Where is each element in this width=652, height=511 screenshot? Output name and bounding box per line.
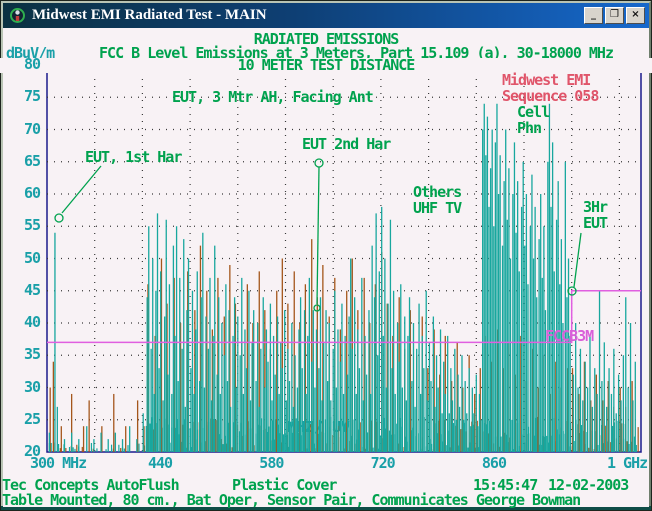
y-tick-25: 25 [23, 409, 41, 428]
y-tick-35: 35 [23, 345, 41, 364]
y-tick-55: 55 [23, 216, 41, 235]
status-date: 12-02-2003 [548, 476, 629, 494]
annotation-eut-3hr: EUT [583, 214, 608, 232]
status-cover: Plastic Cover [232, 476, 337, 494]
callout-marker [314, 158, 324, 168]
x-tick-1000: 1 GHz [607, 454, 648, 472]
y-tick-45: 45 [23, 280, 41, 299]
annotation-sequence-058: Sequence 058 [502, 87, 599, 105]
x-tick-300: 300 MHz [30, 454, 87, 472]
x-tick-580: 580 [259, 454, 284, 472]
window-title: Midwest EMI Radiated Test - MAIN [32, 7, 267, 23]
x-tick-440: 440 [148, 454, 173, 472]
minimize-button[interactable]: _ [584, 7, 603, 24]
annotation-eut-1st-har: EUT, 1st Har [85, 148, 182, 166]
callout-line [316, 166, 320, 305]
x-tick-860: 860 [481, 454, 507, 472]
x-tick-720: 720 [370, 454, 396, 472]
annotation-3hr: 3Hr [583, 198, 608, 216]
chart-title: RADIATED EMISSIONS [253, 30, 400, 48]
y-tick-65: 65 [23, 151, 41, 170]
y-tick-75: 75 [23, 87, 41, 106]
close-button[interactable]: × [626, 7, 645, 24]
callout-line [61, 165, 102, 214]
chart-subtitle: FCC B Level Emissions at 3 Meters, Part … [99, 44, 614, 62]
callout-line [573, 232, 582, 288]
y-tick-70: 70 [23, 119, 41, 138]
annotation-cell: Cell [517, 103, 550, 121]
restore-button[interactable]: ❐ [605, 7, 624, 24]
y-tick-50: 50 [23, 248, 41, 267]
annotation-eut-position: EUT, 3 Mtr AH, Facing Ant [172, 88, 374, 106]
status-operator: Tec Concepts AutoFlush [2, 476, 180, 494]
test-distance-label: 10 METER TEST DISTANCE [0, 58, 652, 73]
callout-marker [567, 286, 577, 296]
y-axis-unit-label: dBuV/m [6, 44, 55, 62]
callout-marker [54, 213, 64, 223]
annotation-uhf-tv: UHF TV [413, 199, 462, 217]
annotation-midwest-emi: Midwest EMI [502, 71, 591, 89]
y-tick-20: 20 [23, 442, 41, 460]
app-icon [9, 7, 26, 24]
annotation-eut-2nd-har: EUT 2nd Har [302, 135, 391, 153]
annotation-phn: Phn [517, 119, 542, 137]
limit-line-fccb3m [47, 290, 641, 344]
status-time: 15:45:47 [473, 476, 538, 494]
y-tick-80: 80 [23, 55, 41, 73]
y-tick-60: 60 [23, 184, 41, 202]
callout-marker [313, 304, 321, 312]
y-tick-40: 40 [23, 313, 41, 331]
y-tick-30: 30 [23, 377, 41, 396]
status-setup: Table Mounted, 80 cm., Bat Oper, Sensor … [2, 491, 581, 509]
annotation-others: Others [413, 183, 462, 201]
title-bar[interactable]: Midwest EMI Radiated Test - MAIN _ ❐ × [3, 3, 649, 28]
annotation-limit-fccb3m: FCCB3M [545, 327, 594, 345]
